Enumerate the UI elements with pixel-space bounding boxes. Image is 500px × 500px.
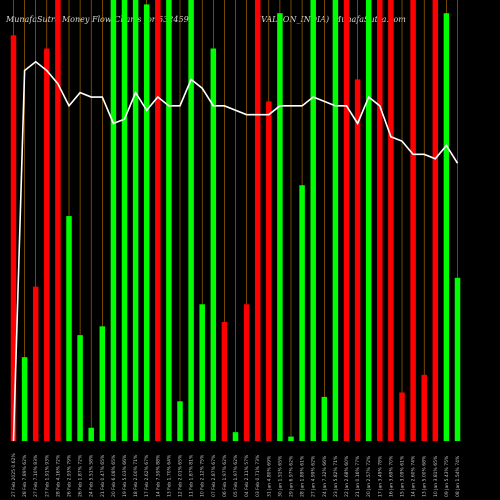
bar-green [143, 4, 150, 441]
bar-red [10, 35, 17, 441]
x-tick-label: 17 Feb 2.62% 67% [144, 454, 150, 497]
x-tick-label: 24 Feb 5.51% 58% [89, 454, 95, 497]
x-tick-label: 20 Jan 2.57% 72% [366, 455, 372, 497]
bar-red [155, 0, 161, 441]
x-tick-label: 19 Feb 5.03% 66% [122, 454, 128, 497]
x-tick-label: 18 Feb 2.00% 71% [133, 454, 139, 497]
bar-green [88, 427, 94, 441]
x-tick-label: 20 Feb 6.08% 65% [111, 454, 117, 497]
x-tick-label: 27 Feb 1.91% 93% [44, 454, 50, 497]
bar-red [343, 0, 350, 441]
x-tick-label: 27 Feb 2025 0.62% [11, 453, 17, 497]
bar-green [454, 277, 461, 441]
bar-green [132, 0, 139, 441]
x-tick-label: 27 Jan 4.99% 62% [311, 455, 317, 497]
bar-red [254, 0, 261, 441]
x-tick-label: 30 Jan 1.51% 65% [277, 455, 283, 497]
bar-green [321, 396, 328, 441]
x-tick-label: 14 Feb 7.59% 88% [155, 454, 161, 497]
bar-green [277, 13, 283, 441]
x-tick-label: 14 Jan 2.60% 74% [411, 455, 417, 497]
x-tick-label: 07 Feb 2.87% 67% [211, 454, 217, 497]
x-tick-label: 05 Feb 1.97% 62% [233, 454, 239, 497]
x-tick-label: 16 Jan 3.69% 70% [388, 455, 394, 497]
bar-green [66, 216, 72, 441]
bar-red [32, 286, 39, 441]
bar-red [44, 48, 50, 441]
bar-green [332, 0, 339, 441]
x-tick-label: 06 Feb 1.97% 62% [222, 454, 228, 497]
bar-red [410, 0, 416, 441]
x-tick-label: 22 Jan 2.68% 60% [344, 455, 350, 497]
x-tick-label: 17 Jan 3.49% 78% [377, 455, 383, 497]
x-tick-label: 12 Feb 2.01% 65% [178, 454, 184, 497]
bar-green [288, 436, 294, 441]
x-tick-label: 26 Feb 2.93% 79% [67, 454, 73, 497]
x-tick-label: 13 Jan 5.00% 68% [422, 455, 428, 497]
x-tick-label: 28 Feb 7.89% 62% [22, 454, 28, 497]
x-tick-label: 08 Jan 1.54% 74% [455, 455, 461, 497]
bar-green [99, 326, 106, 441]
bar-red [221, 321, 228, 441]
header-left-text: MunafaSutra Money Flow Charts for 532459 [6, 15, 189, 24]
x-tick-label: 09 Jan 5.43% 75% [444, 455, 450, 497]
x-tick-label: 23 Jan 5.82% 71% [333, 455, 339, 497]
x-tick-label: 13 Feb 1.70% 64% [166, 454, 172, 497]
x-tick-label: 10 Feb 2.12% 75% [200, 454, 206, 497]
bar-red [388, 0, 394, 441]
bar-green [110, 0, 117, 441]
x-tick-label: 10 Jan 3.81% 65% [433, 455, 439, 497]
x-tick-label: 11 Feb 1.87% 81% [189, 454, 195, 497]
x-tick-label: 27 Feb 7.10% 83% [33, 454, 39, 497]
flow-line [12, 60, 459, 442]
bar-green [77, 335, 83, 441]
bar-green [210, 48, 217, 441]
x-tick-label: 24 Jan 7.32% 66% [322, 455, 328, 497]
bar-green [310, 0, 316, 441]
x-tick-label: 21 Jan 0.16% 77% [355, 455, 361, 497]
bar-green [299, 185, 305, 441]
x-tick-label: 15 Jan 3.09% 61% [400, 455, 406, 497]
x-tick-label: 21 Feb 0.47% 65% [100, 454, 106, 497]
bar-red [354, 79, 361, 441]
bar-green [365, 0, 372, 441]
x-tick-label: 03 Feb 0.71% 73% [255, 454, 261, 497]
header-symbol-text: (VALSON_INDIA) [258, 15, 330, 24]
x-tick-label: 31 Jan 4.80% 69% [266, 455, 272, 497]
bar-series [10, 0, 461, 442]
x-tick-label: 28 Jan 1.89% 61% [300, 455, 306, 497]
bar-red [432, 0, 439, 441]
bar-red [266, 101, 272, 442]
bar-green [199, 304, 205, 441]
bar-green [443, 13, 450, 441]
bar-green [121, 0, 128, 441]
bar-red [421, 374, 427, 441]
bar-green [188, 0, 194, 441]
bar-green [21, 357, 28, 441]
flow-line-series [12, 60, 459, 442]
bar-green [232, 432, 239, 441]
bar-green [166, 0, 172, 441]
bar-red [55, 0, 61, 441]
bar-red [377, 0, 383, 441]
x-tick-label: 26 Feb 1.87% 72% [78, 454, 84, 497]
x-tick-label: 04 Feb 2.11% 57% [244, 454, 250, 497]
x-tick-label: 29 Jan 6.97% 62% [289, 455, 295, 497]
x-tick-label: 28 Feb 4.16% 72% [55, 454, 61, 497]
bar-green [177, 401, 183, 441]
bar-red [399, 392, 405, 441]
bar-red [243, 304, 250, 441]
x-tick-labels: 27 Feb 2025 0.62% 28 Feb 7.89% 62% 27 Feb … [11, 453, 461, 497]
